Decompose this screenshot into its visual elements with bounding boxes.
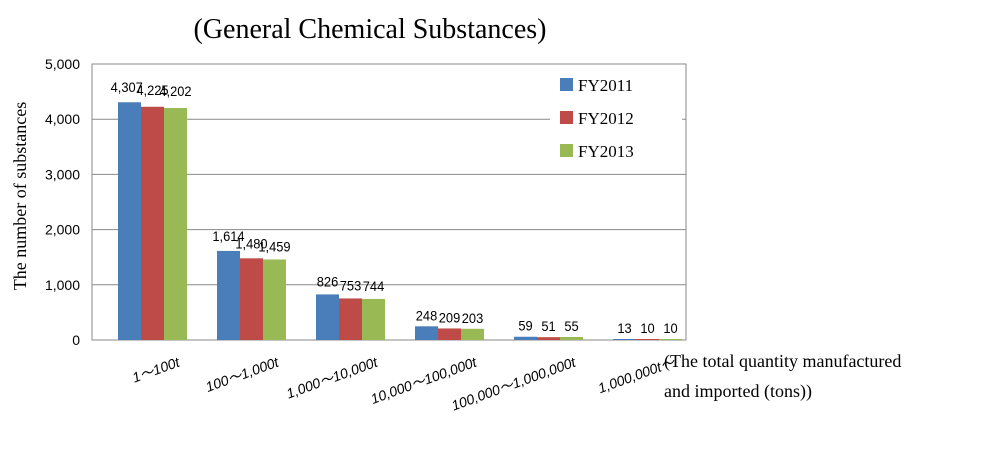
legend-swatch <box>560 78 573 91</box>
data-label: 1,480 <box>235 236 267 252</box>
x-axis-label-line-1: (The total quantity manufactured <box>664 351 901 372</box>
bar <box>514 336 537 340</box>
x-axis-label-line-2: and imported (tons)) <box>664 381 812 402</box>
data-label: 203 <box>462 310 483 326</box>
legend-swatch <box>560 144 573 157</box>
data-label: 10 <box>663 321 677 337</box>
bar <box>339 298 362 340</box>
data-label: 826 <box>317 274 338 290</box>
y-tick-label: 0 <box>72 332 80 348</box>
data-label: 10 <box>640 321 654 337</box>
bar <box>659 339 682 340</box>
data-label: 248 <box>416 308 437 324</box>
y-tick-labels: 0 1,000 2,000 3,000 4,000 5,000 <box>45 56 80 348</box>
legend-label: FY2011 <box>578 76 633 95</box>
plot-frame <box>91 63 687 341</box>
data-label: 4,225 <box>136 82 168 98</box>
y-tick-label: 2,000 <box>45 222 80 238</box>
data-label: 744 <box>363 278 385 294</box>
data-label: 13 <box>617 321 631 337</box>
grid <box>91 63 687 341</box>
bar <box>438 328 461 340</box>
y-tick-label: 3,000 <box>45 166 80 182</box>
bar <box>164 108 187 341</box>
bar <box>240 258 263 340</box>
data-label: 1,614 <box>212 228 245 244</box>
x-tick-label: 100～1,000t <box>203 353 281 395</box>
bar <box>316 294 339 340</box>
bar <box>537 337 560 340</box>
bar <box>141 106 164 340</box>
x-tick-label: 1～100t <box>130 353 183 385</box>
x-tick-label: 1,000～10,000t <box>284 353 380 401</box>
data-label: 51 <box>541 319 555 335</box>
y-tick-label: 1,000 <box>45 277 80 293</box>
legend-swatch <box>560 111 573 124</box>
data-label: 4,202 <box>159 84 191 100</box>
legend: FY2011 FY2012 FY2013 <box>550 72 682 172</box>
x-tick-labels: 1～100t 100～1,000t 1,000～10,000t10,000～100,… <box>130 353 678 413</box>
bars <box>118 102 682 341</box>
y-tick-label: 5,000 <box>45 56 80 72</box>
chart-title: (General Chemical Substances) <box>194 14 547 45</box>
data-label: 4,307 <box>111 80 143 96</box>
bar <box>217 250 240 340</box>
legend-label: FY2013 <box>578 142 634 161</box>
legend-label: FY2012 <box>578 109 634 128</box>
data-label: 1,459 <box>258 239 290 255</box>
y-axis-label: The number of substances <box>10 102 30 290</box>
bar <box>118 102 141 340</box>
bar <box>415 326 438 340</box>
data-label: 59 <box>518 318 532 334</box>
bar <box>613 339 636 340</box>
bar <box>636 339 659 340</box>
data-label: 55 <box>564 318 578 334</box>
y-tick-label: 4,000 <box>45 111 80 127</box>
data-label: 209 <box>439 310 460 326</box>
bar <box>362 298 385 340</box>
data-label: 753 <box>340 278 361 294</box>
bar <box>461 328 484 340</box>
bar <box>560 336 583 340</box>
bar <box>263 259 286 340</box>
